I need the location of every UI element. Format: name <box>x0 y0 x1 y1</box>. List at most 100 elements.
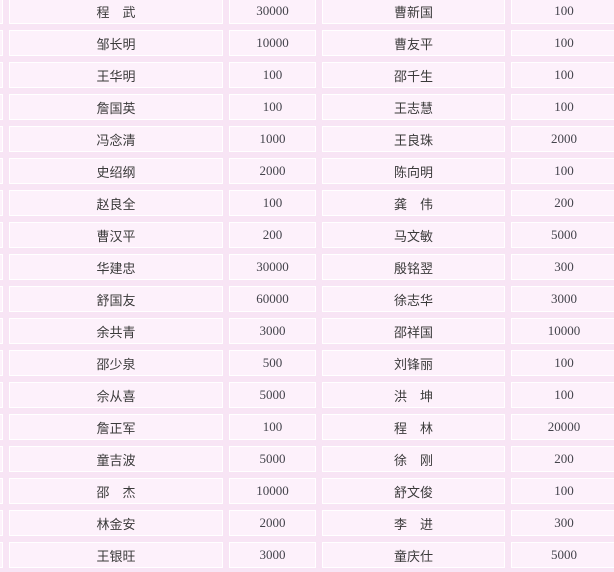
amount-cell: 100 <box>511 0 614 24</box>
table-row: 王银旺 3000 童庆仕 5000 <box>0 542 614 568</box>
donor-name-cell: 殷铭翌 <box>322 254 505 280</box>
amount-cell: 100 <box>511 478 614 504</box>
table-row: 曹汉平 200 马文敏 5000 <box>0 222 614 248</box>
cropped-edge-cell <box>0 382 3 408</box>
amount-cell: 30000 <box>229 0 316 24</box>
table-row: 余共青 3000 邵祥国 10000 <box>0 318 614 344</box>
amount-cell: 100 <box>511 158 614 184</box>
table-row: 林金安 2000 李 进 300 <box>0 510 614 536</box>
cropped-edge-cell <box>0 158 3 184</box>
donor-name-cell: 詹正军 <box>9 414 223 440</box>
donor-name-cell: 徐 刚 <box>322 446 505 472</box>
table-row: 华建忠 30000 殷铭翌 300 <box>0 254 614 280</box>
donor-name-cell: 童庆仕 <box>322 542 505 568</box>
donor-name-cell: 王良珠 <box>322 126 505 152</box>
amount-cell: 5000 <box>229 446 316 472</box>
cropped-edge-cell <box>0 30 3 56</box>
cropped-edge-cell <box>0 446 3 472</box>
amount-cell: 100 <box>511 350 614 376</box>
donor-name-cell: 洪 坤 <box>322 382 505 408</box>
cropped-edge-cell <box>0 286 3 312</box>
donor-name-cell: 马文敏 <box>322 222 505 248</box>
table-row: 佘从喜 5000 洪 坤 100 <box>0 382 614 408</box>
table-row: 邹长明 10000 曹友平 100 <box>0 30 614 56</box>
cropped-edge-cell <box>0 254 3 280</box>
donor-name-cell: 邹长明 <box>9 30 223 56</box>
amount-cell: 200 <box>511 190 614 216</box>
amount-cell: 2000 <box>229 510 316 536</box>
table-row: 邵少泉 500 刘锋丽 100 <box>0 350 614 376</box>
table-row: 童吉波 5000 徐 刚 200 <box>0 446 614 472</box>
donor-name-cell: 程 林 <box>322 414 505 440</box>
amount-cell: 3000 <box>511 286 614 312</box>
cropped-edge-cell <box>0 542 3 568</box>
amount-cell: 30000 <box>229 254 316 280</box>
table-row: 程 武 30000 曹新国 100 <box>0 0 614 24</box>
amount-cell: 2000 <box>511 126 614 152</box>
amount-cell: 200 <box>229 222 316 248</box>
amount-cell: 100 <box>511 94 614 120</box>
cropped-edge-cell <box>0 62 3 88</box>
cropped-edge-cell <box>0 126 3 152</box>
amount-cell: 60000 <box>229 286 316 312</box>
donor-name-cell: 赵良全 <box>9 190 223 216</box>
donor-name-cell: 余共青 <box>9 318 223 344</box>
table-row: 邵 杰 10000 舒文俊 100 <box>0 478 614 504</box>
cropped-edge-cell <box>0 510 3 536</box>
amount-cell: 20000 <box>511 414 614 440</box>
donor-name-cell: 曹友平 <box>322 30 505 56</box>
donor-name-cell: 李 进 <box>322 510 505 536</box>
amount-cell: 3000 <box>229 542 316 568</box>
amount-cell: 1000 <box>229 126 316 152</box>
donor-name-cell: 王志慧 <box>322 94 505 120</box>
table-row: 史绍纲 2000 陈向明 100 <box>0 158 614 184</box>
table-row: 王华明 100 邵千生 100 <box>0 62 614 88</box>
donor-name-cell: 徐志华 <box>322 286 505 312</box>
amount-cell: 100 <box>229 414 316 440</box>
amount-cell: 5000 <box>229 382 316 408</box>
table-row: 詹国英 100 王志慧 100 <box>0 94 614 120</box>
donor-name-cell: 程 武 <box>9 0 223 24</box>
amount-cell: 300 <box>511 510 614 536</box>
cropped-edge-cell <box>0 94 3 120</box>
amount-cell: 100 <box>511 30 614 56</box>
donor-name-cell: 邵祥国 <box>322 318 505 344</box>
cropped-edge-cell <box>0 414 3 440</box>
donor-name-cell: 陈向明 <box>322 158 505 184</box>
amount-cell: 2000 <box>229 158 316 184</box>
amount-cell: 100 <box>229 190 316 216</box>
table-row: 冯念清 1000 王良珠 2000 <box>0 126 614 152</box>
donor-name-cell: 华建忠 <box>9 254 223 280</box>
table-row: 赵良全 100 龚 伟 200 <box>0 190 614 216</box>
amount-cell: 100 <box>229 94 316 120</box>
amount-cell: 100 <box>511 382 614 408</box>
cropped-edge-cell <box>0 318 3 344</box>
amount-cell: 100 <box>229 62 316 88</box>
amount-cell: 500 <box>229 350 316 376</box>
amount-cell: 3000 <box>229 318 316 344</box>
donor-name-cell: 邵千生 <box>322 62 505 88</box>
amount-cell: 5000 <box>511 222 614 248</box>
cropped-edge-cell <box>0 0 3 24</box>
donor-name-cell: 王银旺 <box>9 542 223 568</box>
donor-name-cell: 林金安 <box>9 510 223 536</box>
table-row: 舒国友 60000 徐志华 3000 <box>0 286 614 312</box>
donor-name-cell: 曹新国 <box>322 0 505 24</box>
amount-cell: 100 <box>511 62 614 88</box>
donor-name-cell: 佘从喜 <box>9 382 223 408</box>
donor-name-cell: 舒国友 <box>9 286 223 312</box>
donor-name-cell: 詹国英 <box>9 94 223 120</box>
cropped-edge-cell <box>0 190 3 216</box>
donor-name-cell: 曹汉平 <box>9 222 223 248</box>
donor-name-cell: 王华明 <box>9 62 223 88</box>
amount-cell: 10000 <box>229 478 316 504</box>
amount-cell: 5000 <box>511 542 614 568</box>
donor-name-cell: 邵少泉 <box>9 350 223 376</box>
donor-name-cell: 冯念清 <box>9 126 223 152</box>
donor-name-cell: 龚 伟 <box>322 190 505 216</box>
donor-name-cell: 史绍纲 <box>9 158 223 184</box>
table-row: 詹正军 100 程 林 20000 <box>0 414 614 440</box>
donor-name-cell: 刘锋丽 <box>322 350 505 376</box>
